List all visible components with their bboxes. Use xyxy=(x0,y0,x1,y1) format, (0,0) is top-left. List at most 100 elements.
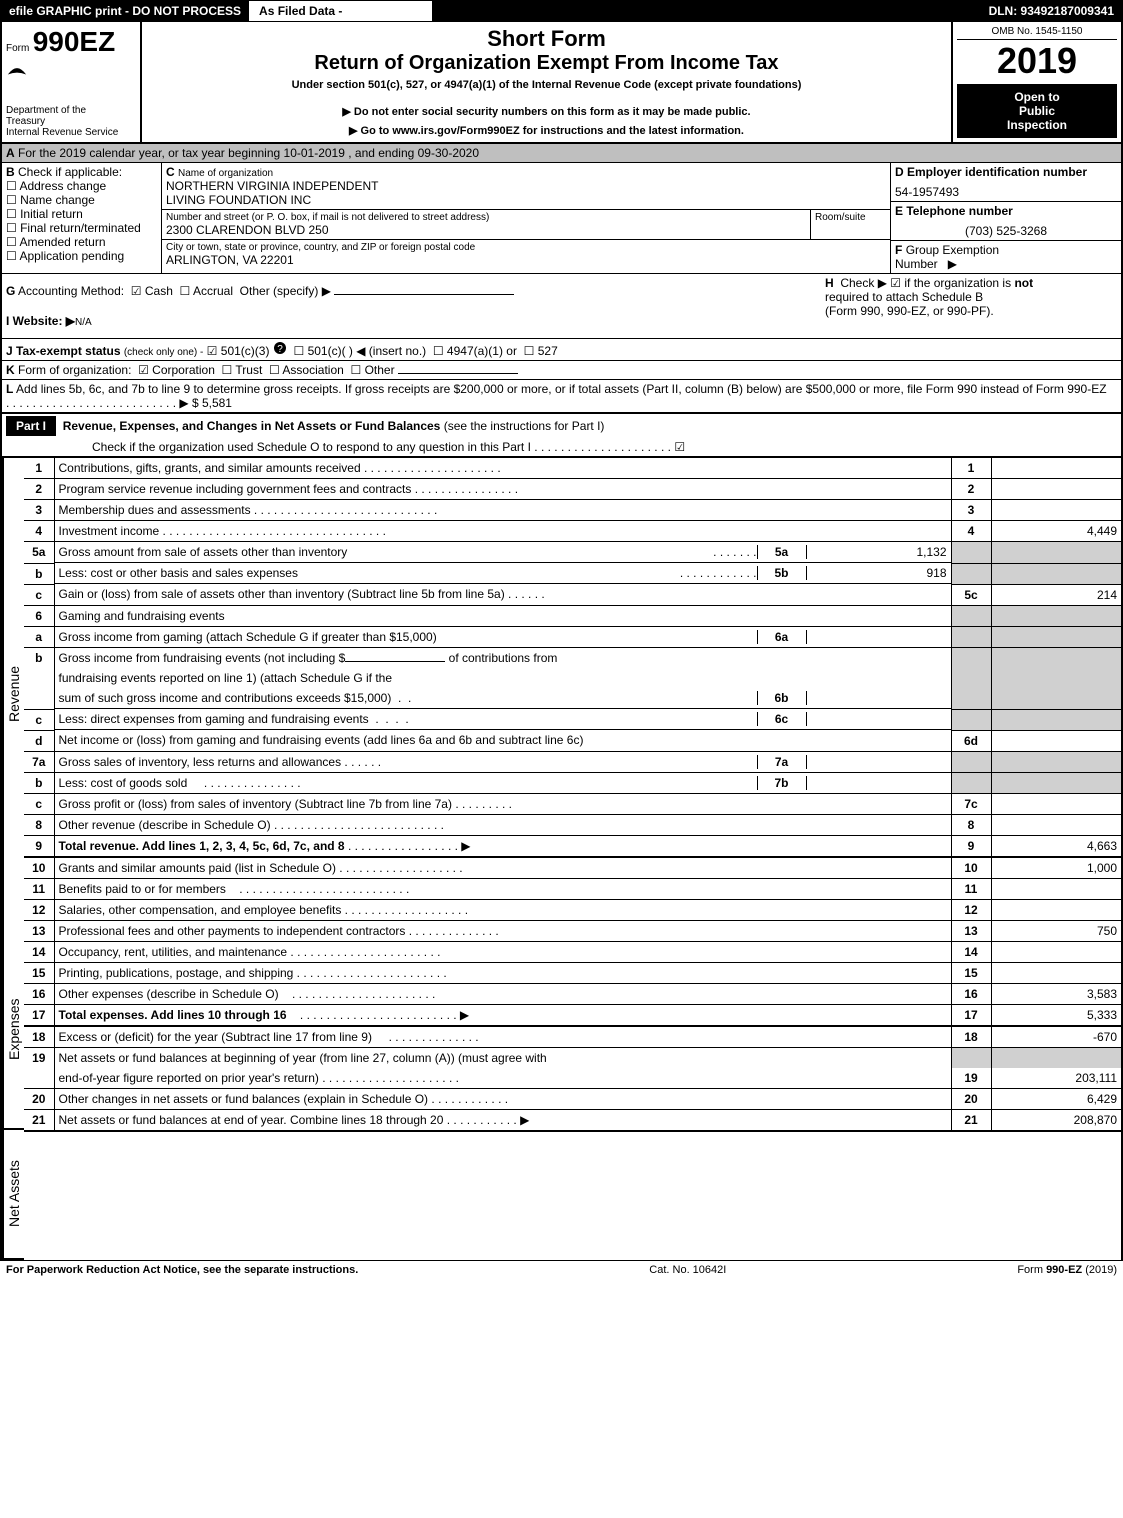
chk-cash[interactable]: Cash xyxy=(131,284,173,298)
lines-table: 1Contributions, gifts, grants, and simil… xyxy=(24,458,1121,1132)
chk-accrual[interactable]: Accrual xyxy=(180,284,233,298)
line-6c: cLess: direct expenses from gaming and f… xyxy=(24,709,1121,730)
line-13: 13Professional fees and other payments t… xyxy=(24,921,1121,942)
chk-501c3[interactable]: 501(c)(3) xyxy=(207,344,270,358)
tax-year: 2019 xyxy=(957,40,1117,82)
org-name-1: NORTHERN VIRGINIA INDEPENDENT xyxy=(166,179,886,193)
chk-501c[interactable]: 501(c)( ) ◀ (insert no.) xyxy=(293,344,426,358)
form-number: 990EZ xyxy=(33,26,116,57)
line-6b-1: bGross income from fundraising events (n… xyxy=(24,648,1121,669)
ssn-note: ▶ Do not enter social security numbers o… xyxy=(146,105,947,118)
gross-receipts: $ 5,581 xyxy=(192,396,232,410)
subtitle: Under section 501(c), 527, or 4947(a)(1)… xyxy=(146,79,947,91)
svg-text:?: ? xyxy=(277,344,283,355)
line-5a: 5aGross amount from sale of assets other… xyxy=(24,542,1121,564)
part1-check[interactable]: ☑ xyxy=(674,440,685,454)
line-15: 15Printing, publications, postage, and s… xyxy=(24,963,1121,984)
footer-left: For Paperwork Reduction Act Notice, see … xyxy=(6,1264,358,1276)
chk-address-change[interactable]: Address change xyxy=(6,179,157,193)
chk-corporation[interactable]: Corporation xyxy=(138,363,215,377)
other-org-input[interactable] xyxy=(398,373,518,374)
website-label: I Website: ▶ xyxy=(6,314,75,328)
section-def: D Employer identification number 54-1957… xyxy=(891,163,1121,273)
line-20: 20Other changes in net assets or fund ba… xyxy=(24,1089,1121,1110)
part1-label: Part I xyxy=(6,416,56,436)
line-8: 8Other revenue (describe in Schedule O) … xyxy=(24,815,1121,836)
line-3: 3Membership dues and assessments . . . .… xyxy=(24,500,1121,521)
line-12: 12Salaries, other compensation, and empl… xyxy=(24,900,1121,921)
chk-527[interactable]: 527 xyxy=(524,344,558,358)
section-l: L Add lines 5b, 6c, and 7b to line 9 to … xyxy=(0,380,1123,414)
efile-label: efile GRAPHIC print - DO NOT PROCESS xyxy=(1,1,251,21)
other-method-input[interactable] xyxy=(334,294,514,295)
line-4: 4Investment income . . . . . . . . . . .… xyxy=(24,521,1121,542)
phone-label: E Telephone number xyxy=(895,204,1013,218)
ein-label: D Employer identification number xyxy=(895,165,1087,179)
section-gh: G Accounting Method: Cash Accrual Other … xyxy=(0,274,1123,339)
line-6: 6Gaming and fundraising events xyxy=(24,605,1121,626)
ein-value: 54-1957493 xyxy=(895,185,1117,199)
line-6b-2: fundraising events reported on line 1) (… xyxy=(24,668,1121,688)
line-2: 2Program service revenue including gover… xyxy=(24,479,1121,500)
line-1: 1Contributions, gifts, grants, and simil… xyxy=(24,458,1121,479)
tax-year-range: For the 2019 calendar year, or tax year … xyxy=(18,146,479,160)
line-14: 14Occupancy, rent, utilities, and mainte… xyxy=(24,942,1121,963)
chk-initial-return[interactable]: Initial return xyxy=(6,207,157,221)
phone-value: (703) 525-3268 xyxy=(895,224,1117,238)
dept-line3: Internal Revenue Service xyxy=(6,127,136,138)
lines-block: Revenue Expenses Net Assets 1Contributio… xyxy=(0,458,1123,1260)
goto-note: ▶ Go to www.irs.gov/Form990EZ for instru… xyxy=(146,124,947,137)
dept-line1: Department of the xyxy=(6,105,136,116)
line-19-1: 19Net assets or fund balances at beginni… xyxy=(24,1048,1121,1069)
section-k: K Form of organization: Corporation Trus… xyxy=(0,361,1123,380)
dln-label: DLN: 93492187009341 xyxy=(981,1,1122,21)
org-info-block: B Check if applicable: Address change Na… xyxy=(0,163,1123,274)
chk-name-change[interactable]: Name change xyxy=(6,193,157,207)
chk-trust[interactable]: Trust xyxy=(222,363,263,377)
form-header: Form 990EZ Department of the Treasury In… xyxy=(0,22,1123,144)
org-street: 2300 CLARENDON BLVD 250 xyxy=(166,223,806,237)
chk-final-return[interactable]: Final return/terminated xyxy=(6,221,157,235)
line-7c: cGross profit or (loss) from sales of in… xyxy=(24,794,1121,815)
as-filed-label: As Filed Data - xyxy=(251,1,352,21)
section-c: C Name of organization NORTHERN VIRGINIA… xyxy=(162,163,891,273)
chk-other-org[interactable]: Other xyxy=(350,363,394,377)
line-5b: bLess: cost or other basis and sales exp… xyxy=(24,563,1121,584)
form-prefix: Form xyxy=(6,43,29,54)
section-a: A For the 2019 calendar year, or tax yea… xyxy=(0,144,1123,163)
vlabel-revenue: Revenue xyxy=(2,458,24,930)
section-b: B Check if applicable: Address change Na… xyxy=(2,163,162,273)
chk-schedule-b-not-required[interactable] xyxy=(890,276,904,290)
line-18: 18Excess or (deficit) for the year (Subt… xyxy=(24,1026,1121,1048)
org-city: ARLINGTON, VA 22201 xyxy=(166,253,886,267)
line-11: 11Benefits paid to or for members . . . … xyxy=(24,879,1121,900)
line-16: 16Other expenses (describe in Schedule O… xyxy=(24,984,1121,1005)
line-6b-3: sum of such gross income and contributio… xyxy=(24,688,1121,709)
section-j: J Tax-exempt status (check only one) - 5… xyxy=(0,339,1123,361)
footer-right: Form 990-EZ (2019) xyxy=(1017,1264,1117,1276)
chk-application-pending[interactable]: Application pending xyxy=(6,249,157,263)
help-icon: ? xyxy=(273,341,287,355)
chk-amended-return[interactable]: Amended return xyxy=(6,235,157,249)
chk-association[interactable]: Association xyxy=(269,363,344,377)
vlabel-netassets: Net Assets xyxy=(2,1130,24,1260)
line-7b: bLess: cost of goods sold . . . . . . . … xyxy=(24,773,1121,794)
dept-line2: Treasury xyxy=(6,116,136,127)
chk-4947[interactable]: 4947(a)(1) or xyxy=(433,344,517,358)
line-7a: 7aGross sales of inventory, less returns… xyxy=(24,751,1121,773)
as-filed-blank xyxy=(352,1,432,21)
line-19-2: end-of-year figure reported on prior yea… xyxy=(24,1068,1121,1089)
line-9: 9Total revenue. Add lines 1, 2, 3, 4, 5c… xyxy=(24,836,1121,858)
fundraising-amt-input[interactable] xyxy=(345,661,445,662)
irs-eagle-icon xyxy=(6,58,28,80)
open-public-box: Open to Public Inspection xyxy=(957,84,1117,138)
room-suite-label: Room/suite xyxy=(810,210,890,239)
vlabel-expenses: Expenses xyxy=(2,930,24,1130)
page-footer: For Paperwork Reduction Act Notice, see … xyxy=(0,1260,1123,1279)
line-17: 17Total expenses. Add lines 10 through 1… xyxy=(24,1005,1121,1027)
line-10: 10Grants and similar amounts paid (list … xyxy=(24,857,1121,879)
part1-header: Part I Revenue, Expenses, and Changes in… xyxy=(0,414,1123,458)
line-5c: cGain or (loss) from sale of assets othe… xyxy=(24,584,1121,605)
line-6a: aGross income from gaming (attach Schedu… xyxy=(24,626,1121,648)
website-value: N/A xyxy=(75,317,92,328)
